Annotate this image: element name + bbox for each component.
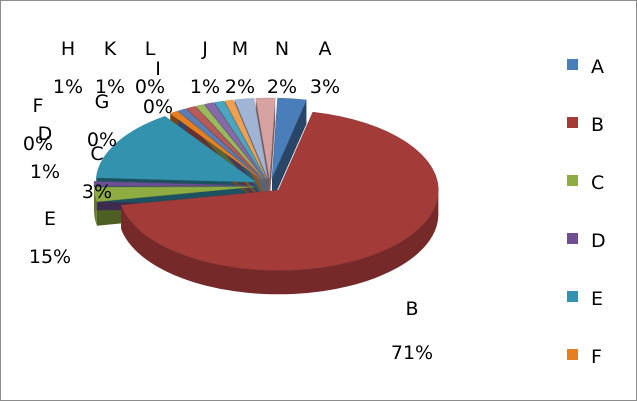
data-label-e-category: E xyxy=(44,208,56,230)
data-label-f-category: F xyxy=(33,95,44,117)
slice-labels: A3%B71%C3%D1%E15%F0%G0%H1%I0%J1%K1%L0%M2… xyxy=(23,38,433,364)
slice-c-side xyxy=(94,187,97,226)
slice-l xyxy=(224,99,267,179)
data-label-n-category: N xyxy=(275,38,289,60)
slice-b xyxy=(120,111,439,271)
legend-swatch-c xyxy=(567,175,578,186)
data-label-b-value: 71% xyxy=(391,342,433,364)
data-label-l-value: 0% xyxy=(135,76,165,98)
data-label-l-category: L xyxy=(145,38,156,60)
slice-n-wall-end xyxy=(269,98,276,203)
slice-b-side xyxy=(121,190,439,295)
slice-k xyxy=(214,100,266,179)
data-label-c-category: C xyxy=(90,143,103,165)
data-label-a-category: A xyxy=(319,38,332,60)
data-label-m-value: 2% xyxy=(225,76,255,98)
data-label-g-value: 0% xyxy=(87,129,117,151)
data-label-i-value: 0% xyxy=(143,96,173,118)
data-label-d-value: 1% xyxy=(30,161,60,183)
pie-slices xyxy=(93,97,439,295)
slice-c xyxy=(93,186,255,202)
data-label-k-category: K xyxy=(104,38,117,60)
data-label-h-value: 1% xyxy=(53,76,83,98)
data-label-f-value: 0% xyxy=(23,133,53,155)
data-label-g-category: G xyxy=(95,91,110,113)
slice-d xyxy=(93,181,255,187)
slice-j xyxy=(204,102,265,179)
slice-i xyxy=(195,104,264,179)
legend-swatch-e xyxy=(567,291,578,302)
slice-n xyxy=(255,97,276,179)
data-label-k-value: 1% xyxy=(95,76,125,98)
legend-label-e: E xyxy=(591,288,603,310)
data-label-i-category: I xyxy=(155,58,161,80)
slice-a xyxy=(271,97,307,179)
data-label-m-category: M xyxy=(232,38,248,60)
legend-swatch-b xyxy=(567,117,578,128)
data-label-e-value: 15% xyxy=(29,246,71,268)
data-label-n-value: 2% xyxy=(267,76,297,98)
slice-a-wall-end xyxy=(272,99,307,203)
legend-label-b: B xyxy=(591,114,604,136)
data-label-j-value: 1% xyxy=(190,76,220,98)
data-label-j-category: J xyxy=(201,38,208,60)
slice-h xyxy=(185,106,263,180)
legend-label-f: F xyxy=(591,346,602,368)
data-label-h-category: H xyxy=(61,38,75,60)
legend-label-a: A xyxy=(591,56,604,78)
legend: A B C D E F xyxy=(567,56,606,368)
legend-swatch-a xyxy=(567,59,578,70)
data-label-d-category: D xyxy=(38,123,53,145)
slice-e xyxy=(96,116,257,183)
data-label-b-category: B xyxy=(405,298,418,320)
legend-swatch-f xyxy=(567,349,578,360)
slice-f xyxy=(169,110,262,180)
data-label-c-value: 3% xyxy=(82,181,112,203)
slice-g xyxy=(177,108,263,180)
slice-m xyxy=(234,98,268,179)
legend-label-c: C xyxy=(591,172,604,194)
data-label-a-value: 3% xyxy=(310,76,340,98)
legend-swatch-d xyxy=(567,233,578,244)
legend-label-d: D xyxy=(591,230,606,252)
